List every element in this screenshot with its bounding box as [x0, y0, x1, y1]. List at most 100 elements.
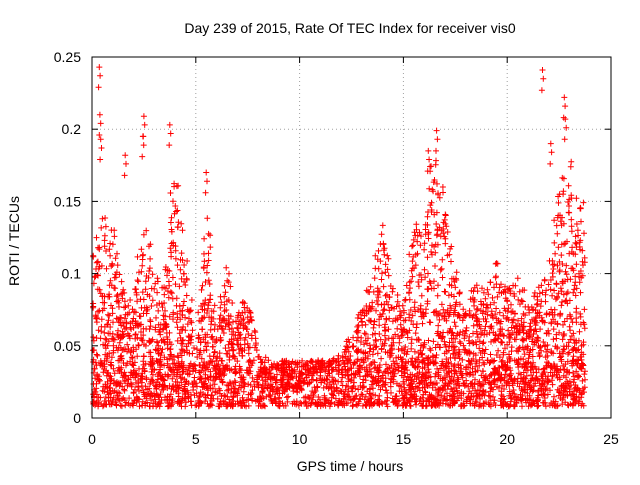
data-point: [176, 330, 183, 337]
data-point: [164, 336, 171, 343]
data-point: [419, 377, 426, 384]
data-point: [178, 250, 185, 257]
data-point: [135, 384, 142, 391]
data-point: [167, 289, 174, 296]
data-point: [433, 232, 440, 239]
data-point: [196, 351, 203, 358]
data-point: [399, 302, 406, 309]
data-point: [226, 347, 233, 354]
data-point: [482, 346, 489, 353]
data-point: [255, 353, 262, 360]
data-point: [196, 394, 203, 401]
data-point: [129, 361, 136, 368]
data-point: [101, 232, 108, 239]
data-point: [342, 386, 349, 393]
data-point: [147, 255, 154, 262]
data-point: [559, 174, 566, 181]
data-point: [458, 403, 465, 410]
data-point: [482, 295, 489, 302]
data-point: [561, 366, 568, 373]
data-point: [280, 376, 287, 383]
data-point: [573, 315, 580, 322]
data-point: [374, 256, 381, 263]
data-point: [140, 358, 147, 365]
data-point: [121, 315, 128, 322]
data-point: [303, 360, 310, 366]
data-point: [299, 357, 306, 364]
data-point: [502, 361, 508, 368]
data-point: [446, 343, 453, 350]
data-point: [515, 317, 521, 324]
data-point: [176, 363, 183, 370]
data-point: [416, 369, 423, 376]
data-point: [258, 395, 265, 402]
data-point: [359, 391, 366, 398]
data-point: [565, 199, 571, 205]
data-point: [490, 393, 496, 400]
data-point: [396, 335, 403, 342]
data-point: [147, 317, 154, 323]
data-point: [135, 278, 142, 285]
data-point: [118, 403, 125, 410]
data-point: [245, 396, 252, 403]
data-point: [555, 199, 562, 206]
data-point: [118, 278, 125, 285]
data-point: [552, 250, 559, 257]
data-point: [205, 376, 212, 383]
data-point: [310, 394, 317, 400]
data-point: [186, 315, 192, 322]
data-point: [406, 314, 413, 321]
data-point: [451, 278, 458, 285]
data-point: [283, 364, 290, 371]
data-point: [114, 262, 121, 269]
data-point: [185, 394, 192, 401]
data-point: [560, 321, 566, 328]
data-point: [156, 358, 163, 365]
data-point: [535, 388, 541, 395]
data-point: [165, 364, 172, 371]
data-point: [166, 142, 173, 149]
data-point: [96, 64, 103, 71]
data-point: [450, 275, 457, 282]
data-point: [408, 278, 415, 285]
data-point: [181, 348, 188, 355]
data-point: [122, 303, 129, 310]
data-point: [273, 376, 280, 383]
data-point: [161, 362, 168, 369]
data-point: [121, 289, 128, 296]
data-point: [461, 335, 468, 342]
data-point: [134, 253, 141, 260]
data-point: [236, 350, 243, 357]
data-point: [492, 311, 499, 318]
data-point: [364, 372, 371, 378]
data-point: [561, 241, 567, 248]
data-point: [94, 352, 101, 359]
data-point: [102, 223, 109, 230]
data-point: [207, 326, 214, 333]
data-point: [155, 376, 161, 383]
data-point: [202, 380, 209, 387]
data-point: [556, 376, 563, 383]
data-point: [304, 394, 311, 401]
data-point: [436, 194, 443, 201]
data-point: [220, 362, 226, 369]
data-point: [378, 301, 385, 308]
data-point: [181, 385, 188, 392]
data-point: [582, 368, 588, 375]
data-point: [382, 292, 389, 299]
data-point: [428, 248, 435, 255]
data-point: [525, 403, 532, 410]
data-point: [442, 220, 449, 227]
data-point: [180, 270, 187, 277]
data-point: [409, 355, 416, 362]
data-point: [99, 299, 106, 306]
data-point: [98, 145, 105, 151]
data-point: [433, 397, 440, 404]
data-point: [205, 302, 212, 309]
data-point: [495, 372, 502, 378]
data-point: [414, 250, 421, 257]
data-point: [446, 328, 453, 335]
data-point: [433, 352, 440, 358]
data-point: [485, 291, 492, 298]
data-point: [132, 335, 139, 342]
